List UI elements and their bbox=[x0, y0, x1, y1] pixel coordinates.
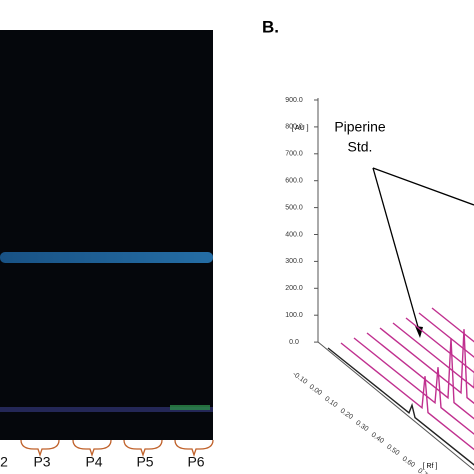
lane-brace bbox=[123, 439, 163, 458]
trace bbox=[353, 337, 474, 435]
trace bbox=[405, 317, 474, 374]
arrowhead bbox=[415, 326, 423, 338]
y-tick-label: 800.0 bbox=[285, 124, 303, 131]
trace bbox=[379, 327, 474, 405]
y-tick-label: 0.0 bbox=[289, 339, 299, 346]
trace bbox=[392, 322, 474, 389]
trace bbox=[327, 347, 474, 466]
lane-brace bbox=[72, 439, 112, 458]
y-tick-label: 200.0 bbox=[285, 285, 303, 292]
piperine-band bbox=[0, 252, 213, 263]
y-tick-label: 500.0 bbox=[285, 204, 303, 211]
origin-band bbox=[0, 407, 213, 412]
lane-label: P5 bbox=[136, 454, 153, 470]
x-tick-label: -0.10 bbox=[291, 371, 308, 386]
y-axis-title: [ AU ] bbox=[291, 125, 308, 132]
y-tick-label: 100.0 bbox=[285, 312, 303, 319]
y-tick-label: 600.0 bbox=[285, 178, 303, 185]
x-axis-title: [ Rf ] bbox=[423, 463, 438, 470]
panel-label: B. bbox=[262, 17, 279, 36]
arrow bbox=[372, 167, 421, 335]
x-tick-label: 0.20 bbox=[339, 408, 354, 422]
origin-band-green bbox=[170, 405, 210, 410]
y-tick-label: 900.0 bbox=[285, 97, 303, 104]
x-tick-label: 0.60 bbox=[401, 456, 416, 470]
x-tick-label: 0.50 bbox=[385, 444, 400, 458]
lane-label: P4 bbox=[85, 454, 102, 470]
x-axis bbox=[317, 341, 474, 471]
y-tick-label: 400.0 bbox=[285, 231, 303, 238]
lane-label: P3 bbox=[33, 454, 50, 470]
annotation: Piperine bbox=[334, 119, 386, 135]
x-tick-label: 0.30 bbox=[354, 420, 369, 434]
trace bbox=[366, 332, 474, 420]
y-tick-label: 700.0 bbox=[285, 151, 303, 158]
x-tick-label: 0.10 bbox=[323, 396, 338, 410]
lane-brace bbox=[174, 439, 214, 458]
y-tick-label: 300.0 bbox=[285, 258, 303, 265]
x-tick-label: 0.00 bbox=[308, 384, 323, 398]
trace bbox=[340, 342, 474, 451]
panel-b: B. [ AU ] [ Rf ] Piperine Std. 900.0 800.… bbox=[262, 17, 474, 474]
lane-brace bbox=[20, 439, 60, 458]
lane-label: P6 bbox=[187, 454, 204, 470]
lane-label: 2 bbox=[0, 454, 8, 470]
annotation: Std. bbox=[348, 139, 373, 155]
tlc-plate bbox=[0, 30, 213, 440]
x-tick-label: 0.70 bbox=[416, 468, 431, 474]
panel-a: 2 P3 P4 P5 P6 bbox=[0, 30, 214, 470]
trace bbox=[418, 312, 474, 358]
x-tick-label: 0.40 bbox=[370, 432, 385, 446]
arrow bbox=[372, 167, 474, 206]
